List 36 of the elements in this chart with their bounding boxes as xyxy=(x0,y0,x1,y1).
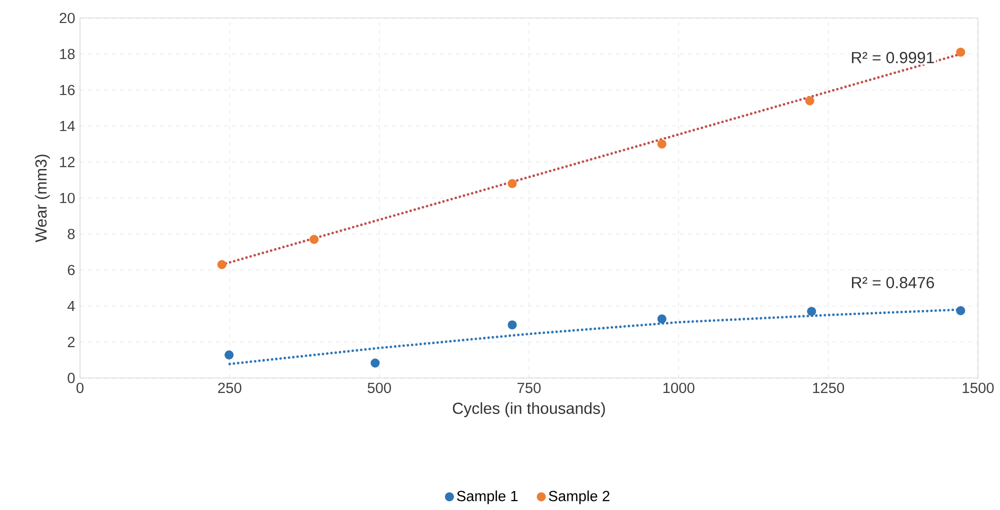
y-tick-label: 8 xyxy=(68,228,75,240)
point xyxy=(217,260,226,270)
y-tick-label: 2 xyxy=(68,336,75,348)
point xyxy=(370,358,380,368)
point xyxy=(224,350,234,360)
annotation: R² = 0.9991 xyxy=(852,52,934,64)
x-tick-label: 0 xyxy=(76,382,84,394)
legend-label: Sample 2 xyxy=(548,490,610,504)
y-tick-label: 0 xyxy=(68,372,75,384)
y-tick-label: 10 xyxy=(60,192,75,204)
x-axis-title: Cycles (in thousands) xyxy=(452,402,605,418)
point xyxy=(807,306,816,316)
x-tick-label: 250 xyxy=(218,382,242,394)
point xyxy=(508,320,517,330)
x-tick-label: 750 xyxy=(518,382,541,394)
y-tick-label: 18 xyxy=(60,48,75,60)
point xyxy=(310,234,319,244)
annotation: R² = 0.8476 xyxy=(852,276,934,288)
y-tick-label: 6 xyxy=(68,264,75,276)
point xyxy=(657,139,666,149)
point xyxy=(657,314,666,324)
point xyxy=(805,96,814,106)
x-tick-label: 1250 xyxy=(813,382,844,394)
x-tick-label: 1500 xyxy=(962,382,994,394)
x-tick-label: 500 xyxy=(368,382,391,394)
y-tick-label: 12 xyxy=(60,156,75,168)
y-tick-label: 16 xyxy=(60,84,75,96)
y-tick-label: 20 xyxy=(60,12,75,24)
point xyxy=(508,179,517,188)
x-tick-label: 1000 xyxy=(663,382,694,394)
legend-label: Sample 1 xyxy=(457,490,518,504)
y-tick-label: 14 xyxy=(60,120,75,132)
point xyxy=(956,306,966,316)
point xyxy=(956,48,966,57)
y-axis-title: Wear (mm3) xyxy=(34,154,50,242)
y-tick-label: 4 xyxy=(67,300,75,312)
